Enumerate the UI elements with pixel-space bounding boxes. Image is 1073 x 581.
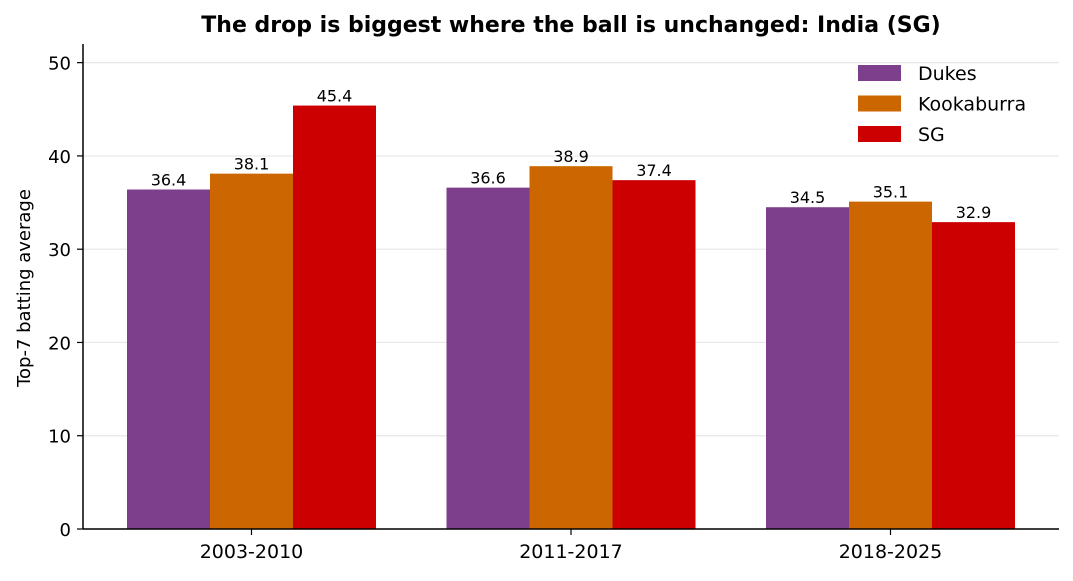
legend-label-kookaburra: Kookaburra <box>918 94 1026 116</box>
x-tick-label: 2003-2010 <box>200 541 304 563</box>
bars <box>127 105 1015 530</box>
bar-kookaburra <box>529 166 613 530</box>
x-tick-label: 2018-2025 <box>839 541 943 563</box>
y-axis-label: Top-7 batting average <box>14 189 35 388</box>
bar-value-label: 35.1 <box>873 183 909 202</box>
y-tick-label: 40 <box>48 147 71 168</box>
legend-swatch-dukes <box>858 65 901 81</box>
y-tick-label: 50 <box>48 54 71 75</box>
bar-sg <box>612 180 696 529</box>
bar-value-label: 37.4 <box>636 161 672 180</box>
bar-kookaburra <box>849 201 932 529</box>
y-tick-label: 30 <box>48 240 71 261</box>
bar-kookaburra <box>210 173 293 529</box>
bar-value-label: 34.5 <box>790 188 826 207</box>
bar-value-label: 45.4 <box>317 87 353 106</box>
bar-sg <box>932 222 1015 529</box>
bar-dukes <box>766 207 849 529</box>
y-tick-label: 20 <box>48 333 71 354</box>
legend-swatch-sg <box>858 126 901 142</box>
bar-dukes <box>446 187 530 529</box>
chart-title: The drop is biggest where the ball is un… <box>201 13 940 38</box>
bar-dukes <box>127 189 210 529</box>
y-tick-label: 10 <box>48 427 71 448</box>
legend-label-sg: SG <box>918 124 945 146</box>
legend: Dukes Kookaburra SG <box>858 63 1026 146</box>
bar-value-label: 36.6 <box>470 169 506 188</box>
bar-sg <box>293 105 376 530</box>
legend-swatch-kookaburra <box>858 95 901 112</box>
axes: 0 10 20 30 40 50 2003-2010 2011-2017 2018-2025 <box>48 44 1059 563</box>
legend-label-dukes: Dukes <box>918 63 977 85</box>
data-labels: 36.4 38.1 45.4 36.6 38.9 37.4 34.5 35.1 32.9 <box>151 87 992 223</box>
x-tick-label: 2011-2017 <box>519 541 623 563</box>
y-tick-label: 0 <box>60 520 71 541</box>
bar-value-label: 36.4 <box>151 171 187 190</box>
bar-value-label: 38.1 <box>234 155 270 174</box>
bar-value-label: 38.9 <box>553 147 589 166</box>
bar-value-label: 32.9 <box>956 203 992 222</box>
